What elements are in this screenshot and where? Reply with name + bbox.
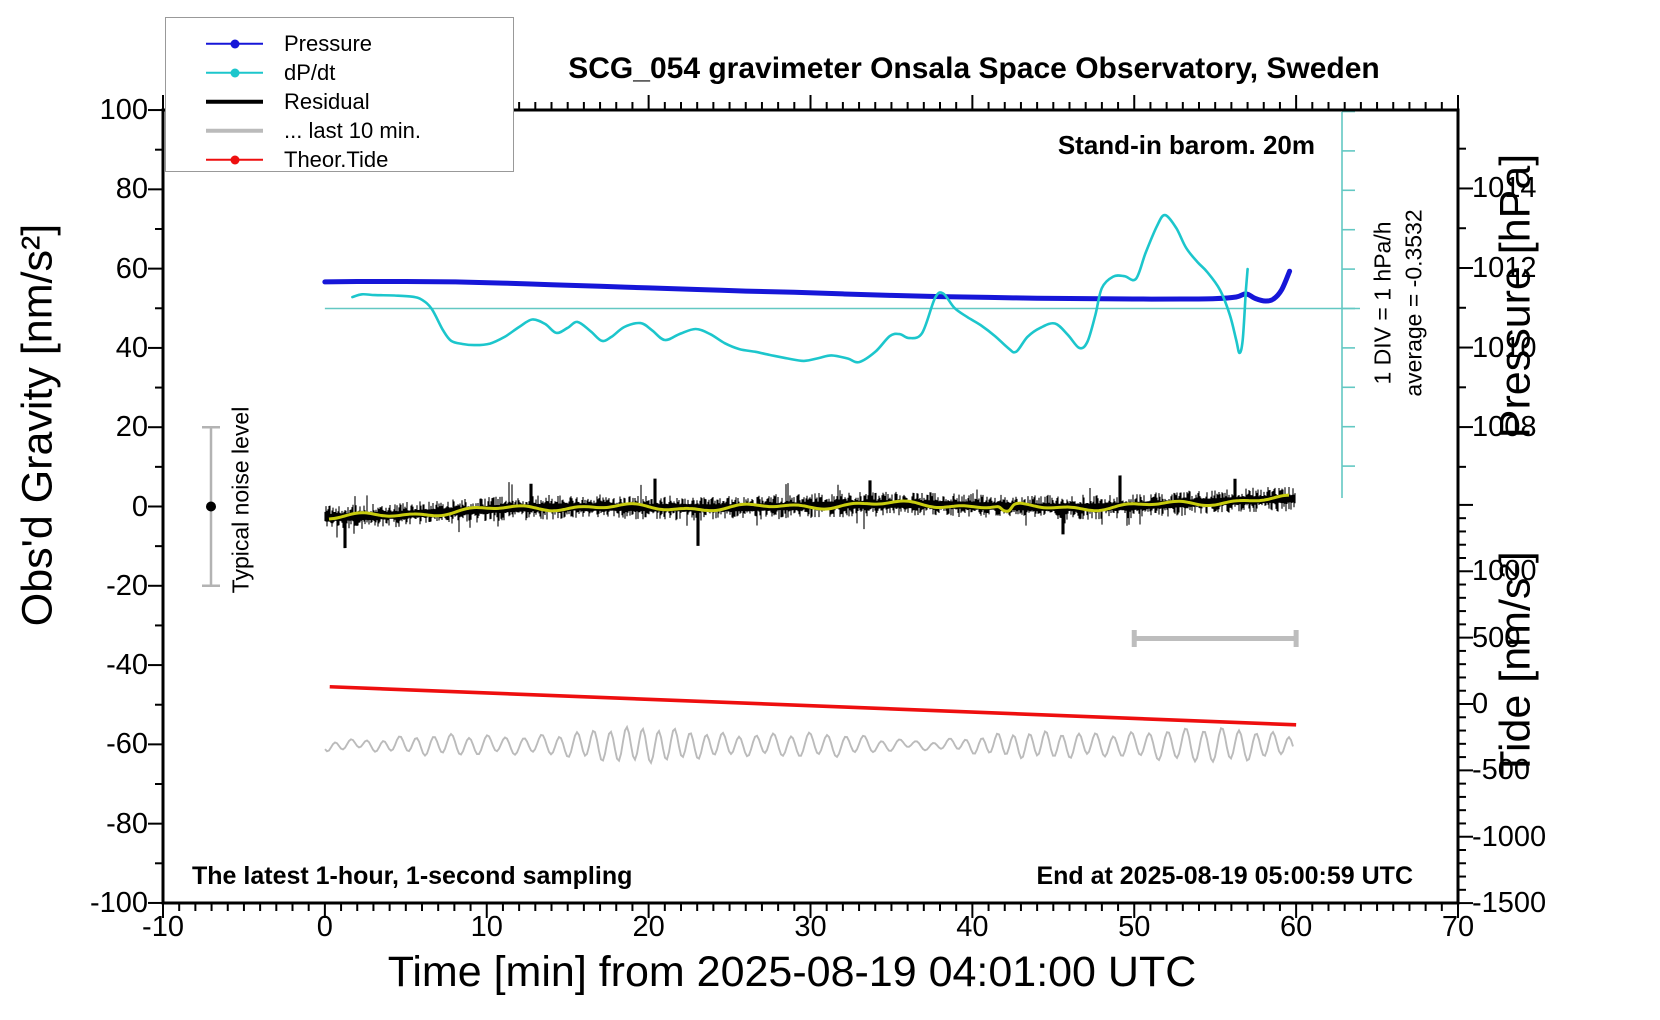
gravity-tick-label: -80 <box>106 807 148 840</box>
tide-tick-label: -1500 <box>1472 887 1547 920</box>
tide-tick-label: 1000 <box>1472 555 1537 588</box>
average-label: average = -0.3532 <box>1400 209 1427 397</box>
x-tick-label: 10 <box>470 911 503 943</box>
div-scale-label: 1 DIV = 1 hPa/h <box>1369 221 1396 385</box>
pressure-tick-label: 1012 <box>1472 252 1537 284</box>
tide-tick-label: 0 <box>1472 688 1489 720</box>
legend-label: Theor.Tide <box>284 146 389 172</box>
legend-label: Pressure <box>284 30 373 56</box>
x-tick-label: 0 <box>316 911 333 943</box>
x-tick-label: 70 <box>1441 911 1475 943</box>
theor-tide-line <box>329 684 1297 727</box>
legend: Pressure dP/dt Residual ... last 10 min. The… <box>165 17 514 172</box>
legend-dot-icon <box>230 39 239 48</box>
dpdt-trace <box>351 213 1249 364</box>
page-title: SCG_054 gravimeter Onsala Space Observat… <box>568 52 1380 85</box>
legend-label: Residual <box>284 88 370 114</box>
pressure-tick-label: 1014 <box>1472 172 1537 205</box>
gravity-tick-label: 0 <box>131 490 148 523</box>
x-tick-label: 30 <box>794 911 827 943</box>
gravity-tick-label: 80 <box>115 173 148 206</box>
gravity-tick-label: 20 <box>115 411 148 444</box>
typical-noise-label: Typical noise level <box>227 406 254 594</box>
legend-line-icon <box>206 99 263 104</box>
tide-tick-label: 500 <box>1472 621 1521 654</box>
legend-item-theor-tide: Theor.Tide <box>166 145 513 174</box>
tide-tick-label: -1000 <box>1472 820 1547 853</box>
legend-sample-residual-icon <box>206 96 263 108</box>
legend-dot-icon <box>230 155 239 164</box>
x-tick-label: 20 <box>632 911 665 943</box>
end-time-note: End at 2025-08-19 05:00:59 UTC <box>1036 862 1413 890</box>
legend-label: ... last 10 min. <box>284 117 421 143</box>
legend-dot-icon <box>230 68 239 77</box>
pressure-tick-label: 1010 <box>1472 331 1537 364</box>
x-tick-label: 50 <box>1118 911 1151 943</box>
legend-item-dpdt: dP/dt <box>166 58 513 87</box>
legend-line-icon <box>206 128 263 133</box>
residual-smooth-trace <box>328 493 1290 521</box>
legend-item-residual: Residual <box>166 87 513 116</box>
legend-item-last-10-min: ... last 10 min. <box>166 116 513 145</box>
legend-sample-dpdt-icon <box>206 67 263 79</box>
last10-trace <box>324 724 1294 766</box>
sampling-note: The latest 1-hour, 1-second sampling <box>192 862 633 890</box>
gravity-tick-label: -100 <box>89 886 148 919</box>
x-tick-label: -10 <box>142 911 184 943</box>
legend-item-pressure: Pressure <box>166 29 513 58</box>
residual-trace <box>324 475 1296 549</box>
pressure-trace <box>322 268 1293 304</box>
legend-sample-last-10-min-icon <box>206 125 263 137</box>
tide-tick-label: -500 <box>1472 754 1531 787</box>
gravity-tick-label: 60 <box>115 252 148 285</box>
gravity-tick-label: -40 <box>106 649 148 682</box>
stand-in-barometer-note: Stand-in barom. 20m <box>1057 130 1315 160</box>
legend-sample-theor-tide-icon <box>206 154 263 166</box>
gravity-tick-label: -60 <box>106 728 148 761</box>
x-tick-label: 40 <box>956 911 989 943</box>
noise-errorbar-dot <box>206 501 216 512</box>
gravity-tick-label: 40 <box>115 331 148 364</box>
x-axis-title: Time [min] from 2025-08-19 04:01:00 UTC <box>387 948 1197 996</box>
legend-label: dP/dt <box>284 59 336 85</box>
pressure-tick-label: 1008 <box>1472 411 1537 444</box>
gravity-tick-label: 100 <box>99 94 148 127</box>
legend-sample-pressure-icon <box>206 38 263 50</box>
x-tick-label: 60 <box>1279 911 1313 943</box>
gravity-tick-label: -20 <box>106 569 148 602</box>
